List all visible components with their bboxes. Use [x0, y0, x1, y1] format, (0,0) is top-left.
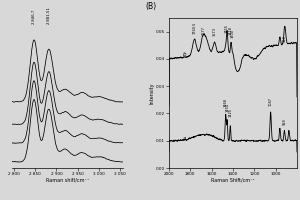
Text: 1047: 1047 [268, 97, 273, 106]
Text: (B): (B) [146, 1, 157, 10]
Text: 1454: 1454 [225, 103, 229, 112]
Text: 2 881.51: 2 881.51 [47, 7, 51, 23]
Text: 1418: 1418 [229, 26, 233, 35]
X-axis label: Raman Shift/cm⁻¹: Raman Shift/cm⁻¹ [211, 178, 255, 183]
Text: 914: 914 [283, 35, 287, 42]
Text: 918: 918 [282, 119, 286, 125]
Text: b: b [183, 52, 186, 57]
Text: 1425: 1425 [228, 108, 232, 117]
Text: 1760.5: 1760.5 [192, 21, 196, 34]
X-axis label: Raman shift/cm⁻¹: Raman shift/cm⁻¹ [46, 178, 89, 183]
Y-axis label: Intensity: Intensity [149, 82, 154, 104]
Text: 1455: 1455 [225, 24, 229, 33]
Text: 1677: 1677 [201, 26, 206, 35]
Text: 1400: 1400 [231, 29, 235, 38]
Text: 1468: 1468 [224, 98, 228, 107]
Text: 1573: 1573 [212, 27, 217, 36]
Text: 2 846.7: 2 846.7 [32, 9, 36, 23]
Text: a: a [183, 136, 186, 141]
